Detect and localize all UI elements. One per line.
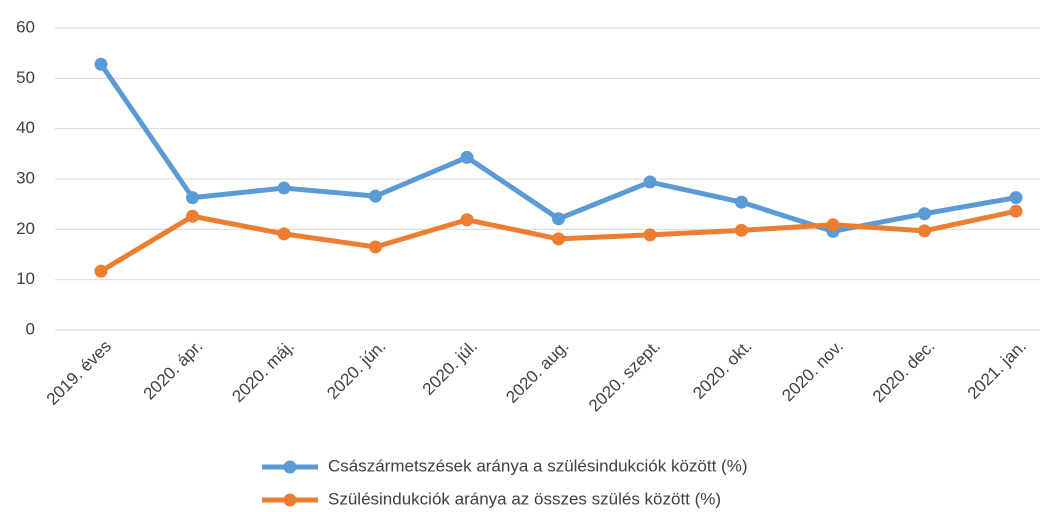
x-tick-label: 2020. nov. bbox=[778, 337, 847, 406]
x-tick-label: 2020. dec. bbox=[869, 337, 939, 407]
data-point bbox=[1009, 204, 1023, 218]
x-tick-label: 2020. júl. bbox=[419, 337, 481, 399]
y-tick-label: 30 bbox=[16, 168, 35, 187]
legend-label: Szülésindukciók aránya az összes szülés … bbox=[328, 489, 721, 508]
data-point bbox=[94, 264, 108, 278]
data-point bbox=[186, 191, 199, 205]
x-tick-label: 2020. máj. bbox=[228, 337, 298, 407]
x-tick-label: 2021. jan. bbox=[964, 337, 1030, 403]
data-point bbox=[918, 224, 931, 238]
data-point bbox=[369, 189, 382, 203]
y-tick-label: 40 bbox=[16, 118, 35, 137]
data-point bbox=[826, 218, 840, 232]
y-tick-label: 0 bbox=[26, 319, 35, 338]
y-tick-label: 10 bbox=[16, 269, 35, 288]
data-point bbox=[735, 223, 748, 237]
y-tick-label: 60 bbox=[16, 17, 35, 36]
y-tick-label: 50 bbox=[16, 68, 35, 87]
legend-label: Császármetszések aránya a szülésindukció… bbox=[328, 456, 748, 475]
legend-marker bbox=[283, 493, 297, 507]
data-point bbox=[277, 227, 291, 241]
data-point bbox=[369, 240, 382, 254]
data-point bbox=[552, 212, 565, 226]
y-tick-label: 20 bbox=[16, 219, 35, 238]
data-point bbox=[460, 213, 474, 227]
data-point bbox=[735, 195, 748, 209]
data-point bbox=[460, 150, 474, 164]
data-point bbox=[552, 232, 565, 246]
data-point bbox=[94, 57, 108, 71]
x-tick-label: 2020. ápr. bbox=[140, 337, 207, 404]
x-tick-label: 2020. aug. bbox=[502, 337, 572, 407]
x-tick-label: 2019. éves bbox=[43, 337, 115, 409]
data-point bbox=[1009, 191, 1023, 205]
series-line bbox=[98, 62, 1017, 234]
data-point bbox=[643, 228, 657, 242]
x-tick-label: 2020. szept. bbox=[585, 337, 664, 416]
data-point bbox=[918, 207, 931, 221]
data-point bbox=[277, 181, 291, 195]
data-point bbox=[186, 209, 199, 223]
x-tick-label: 2020. jún. bbox=[323, 337, 389, 403]
legend-marker bbox=[283, 460, 297, 474]
data-point bbox=[643, 175, 657, 189]
x-tick-label: 2020. okt. bbox=[689, 337, 755, 403]
